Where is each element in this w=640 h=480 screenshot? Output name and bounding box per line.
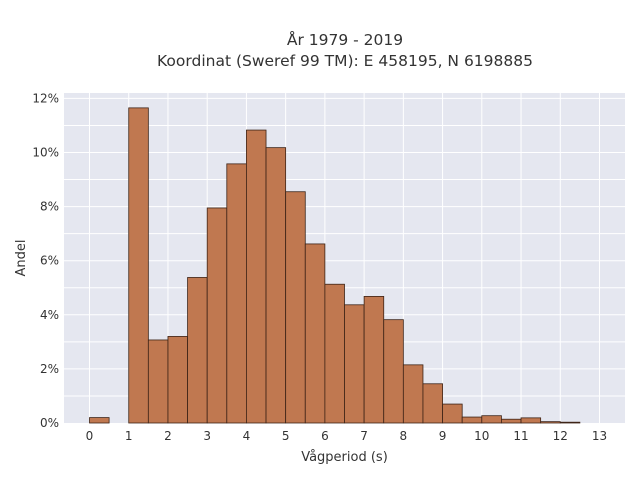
x-tick-labels: 0 1 2 3 4 5 6 7 8 9 10 11 12 13 (86, 429, 607, 443)
histogram-bar (422, 383, 443, 424)
x-tick-label: 10 (474, 429, 489, 443)
histogram-bar (442, 403, 463, 424)
histogram-bar (167, 336, 188, 424)
histogram-bar (481, 415, 502, 424)
histogram-bar (187, 277, 208, 424)
histogram-bar (363, 296, 385, 424)
histogram-bar (383, 319, 404, 424)
x-tick-label: 0 (86, 429, 94, 443)
x-tick-label: 11 (513, 429, 528, 443)
histogram-bar (265, 147, 287, 424)
x-tick-label: 13 (592, 429, 607, 443)
y-tick-label: 2% (40, 362, 59, 376)
histogram-bar (461, 416, 483, 424)
x-tick-label: 8 (400, 429, 408, 443)
bars (89, 107, 581, 424)
x-tick-label: 3 (203, 429, 211, 443)
chart-title-line2: Koordinat (Sweref 99 TM): E 458195, N 61… (157, 52, 533, 70)
x-tick-label: 9 (439, 429, 447, 443)
histogram-bar (402, 364, 424, 424)
x-tick-label: 5 (282, 429, 290, 443)
x-axis-label: Vågperiod (s) (301, 450, 388, 465)
y-tick-label: 0% (40, 416, 59, 430)
x-tick-label: 4 (243, 429, 251, 443)
x-tick-label: 2 (164, 429, 172, 443)
histogram-bar (226, 163, 247, 424)
histogram-bar (206, 207, 228, 424)
histogram-bar (559, 421, 581, 424)
histogram-bar (540, 421, 561, 424)
histogram-bar (344, 304, 365, 424)
histogram-bar (89, 417, 110, 424)
histogram-bar (147, 339, 169, 424)
histogram-bar (520, 417, 542, 424)
y-axis-label: Andel (14, 240, 29, 277)
histogram-bar (246, 129, 267, 424)
y-tick-label: 4% (40, 308, 59, 322)
histogram-bar (285, 191, 306, 424)
histogram-bar (128, 107, 149, 424)
histogram-bar (304, 243, 326, 424)
x-tick-label: 6 (321, 429, 329, 443)
histogram-bar (501, 418, 522, 424)
x-tick-label: 12 (553, 429, 568, 443)
x-tick-label: 1 (125, 429, 133, 443)
y-tick-labels: 0% 2% 4% 6% 8% 10% 12% (32, 91, 59, 430)
chart-title-line1: År 1979 - 2019 (287, 30, 403, 49)
y-tick-label: 10% (32, 146, 59, 160)
y-tick-label: 8% (40, 200, 59, 214)
histogram-bar (324, 283, 345, 424)
y-tick-label: 6% (40, 254, 59, 268)
x-tick-label: 7 (360, 429, 368, 443)
y-tick-label: 12% (32, 91, 59, 105)
